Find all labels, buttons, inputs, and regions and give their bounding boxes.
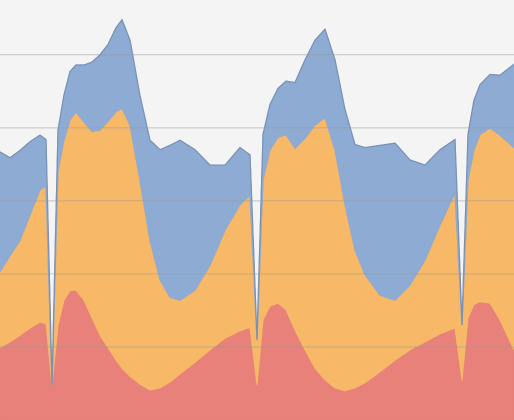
- area-edge: [0, 18, 514, 385]
